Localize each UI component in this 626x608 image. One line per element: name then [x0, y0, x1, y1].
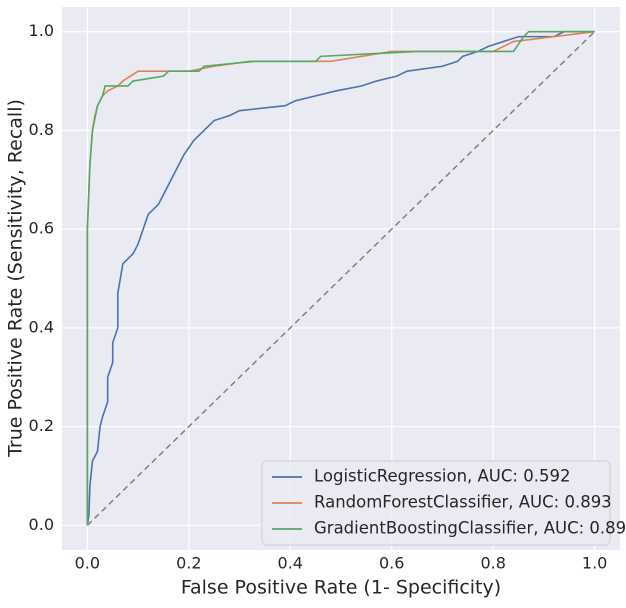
x-tick-label: 1.0 — [582, 554, 607, 573]
y-tick-label: 0.8 — [29, 120, 54, 139]
reference-line — [86, 31, 596, 526]
x-tick-label: 0.8 — [480, 554, 505, 573]
legend-label: LogisticRegression, AUC: 0.592 — [314, 467, 570, 486]
roc-line — [86, 30, 595, 526]
y-tick-label: 0.2 — [29, 416, 54, 435]
y-tick-label: 0.6 — [29, 219, 54, 238]
legend-box — [261, 460, 611, 546]
roc-line — [86, 30, 595, 526]
x-tick-label: 0.4 — [278, 554, 303, 573]
legend-label: RandomForestClassifier, AUC: 0.893 — [314, 493, 612, 512]
x-tick-label: 0.0 — [75, 554, 100, 573]
x-axis-label: False Positive Rate (1- Specificity) — [181, 577, 501, 599]
y-tick-label: 1.0 — [29, 21, 54, 40]
y-axis-label: True Positive Rate (Sensitivity, Recall) — [5, 99, 27, 458]
y-tick-label: 0.4 — [29, 317, 54, 336]
y-tick-label: 0.0 — [29, 515, 54, 534]
x-tick-label: 0.2 — [176, 554, 201, 573]
x-tick-label: 0.6 — [379, 554, 404, 573]
legend-label: GradientBoostingClassifier, AUC: 0.891 — [314, 519, 626, 538]
